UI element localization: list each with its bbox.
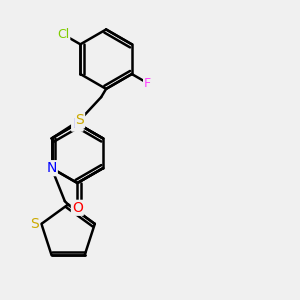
Text: N: N — [72, 117, 82, 130]
Text: S: S — [30, 217, 39, 231]
Text: N: N — [46, 161, 57, 175]
Text: F: F — [144, 76, 151, 90]
Text: Cl: Cl — [57, 28, 69, 41]
Text: O: O — [72, 201, 83, 215]
Text: S: S — [75, 113, 84, 127]
